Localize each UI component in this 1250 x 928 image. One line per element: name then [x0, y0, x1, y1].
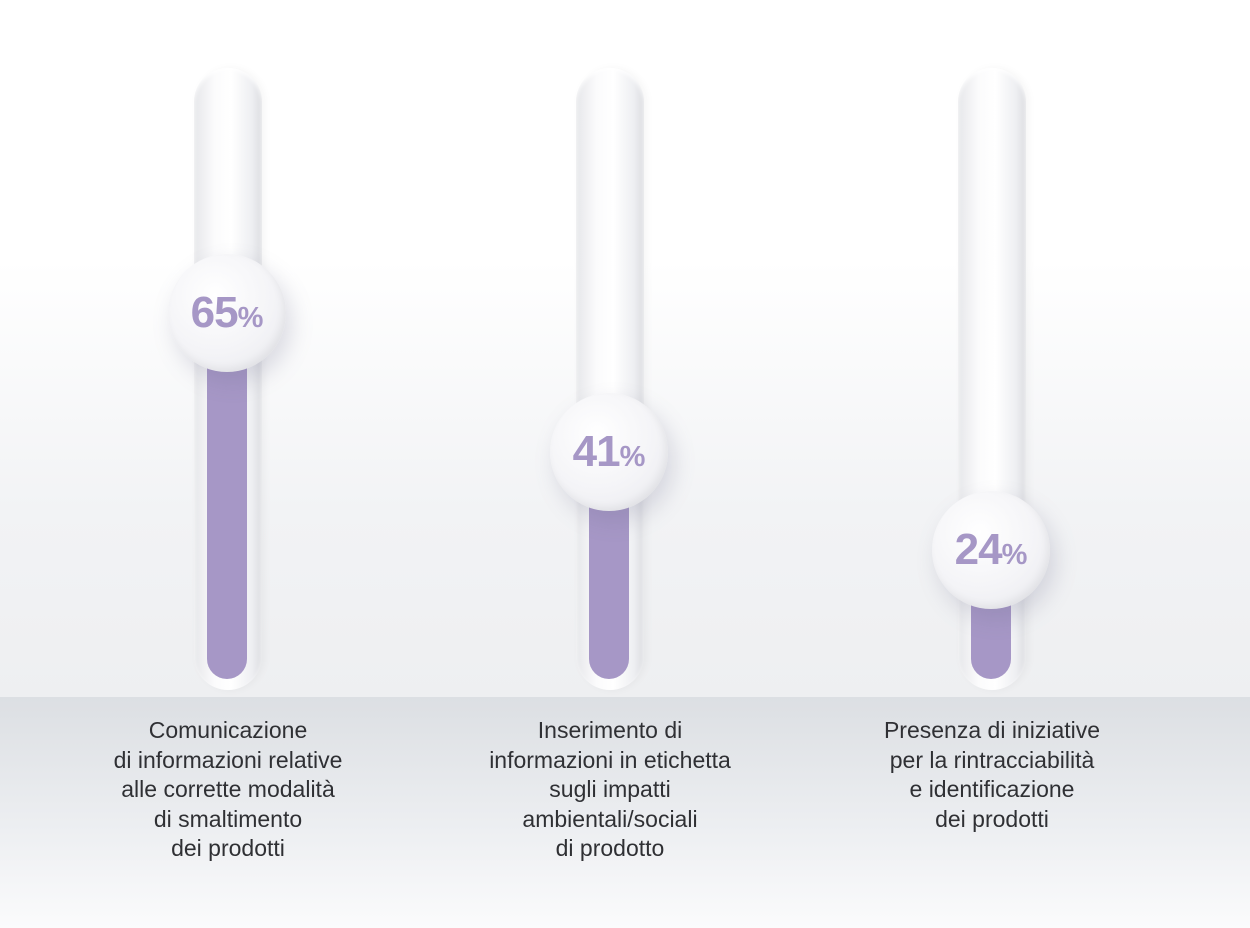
value-label-2: 41% — [573, 427, 646, 477]
percent-symbol-3: % — [1001, 539, 1028, 572]
chart-column-2: 41% Inserimento di informazioni in etich… — [420, 0, 800, 928]
percent-symbol-1: % — [237, 301, 264, 334]
label-band — [0, 697, 1250, 928]
value-bubble-2: 41% — [550, 392, 668, 511]
chart-column-3: 24% Presenza di iniziative per la rintra… — [802, 0, 1182, 928]
value-number-2: 41 — [572, 426, 621, 476]
value-bubble-3: 24% — [932, 491, 1050, 610]
percent-symbol-2: % — [619, 440, 646, 473]
category-label-3: Presenza di iniziative per la rintraccia… — [883, 717, 1101, 832]
value-label-1: 65% — [191, 288, 264, 338]
value-bubble-1: 65% — [168, 253, 286, 372]
value-number-3: 24 — [954, 525, 1003, 575]
category-label-1: Comunicazione di informazioni relative a… — [113, 717, 343, 861]
value-label-3: 24% — [955, 525, 1028, 575]
category-label-2: Inserimento di informazioni in etichetta… — [489, 717, 731, 861]
chart-column-1: 65% Comunicazione di informazioni relati… — [38, 0, 418, 928]
value-number-1: 65 — [190, 287, 239, 337]
bar-fill-1 — [207, 316, 247, 679]
